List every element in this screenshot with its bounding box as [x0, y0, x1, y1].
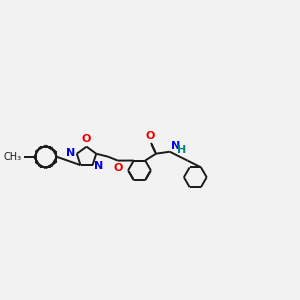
Text: N: N [66, 148, 75, 158]
Text: H: H [177, 145, 187, 155]
Text: CH₃: CH₃ [3, 152, 22, 162]
Text: O: O [82, 134, 91, 144]
Text: O: O [113, 163, 122, 173]
Text: O: O [146, 131, 155, 141]
Text: N: N [94, 161, 103, 171]
Text: N: N [171, 141, 180, 151]
